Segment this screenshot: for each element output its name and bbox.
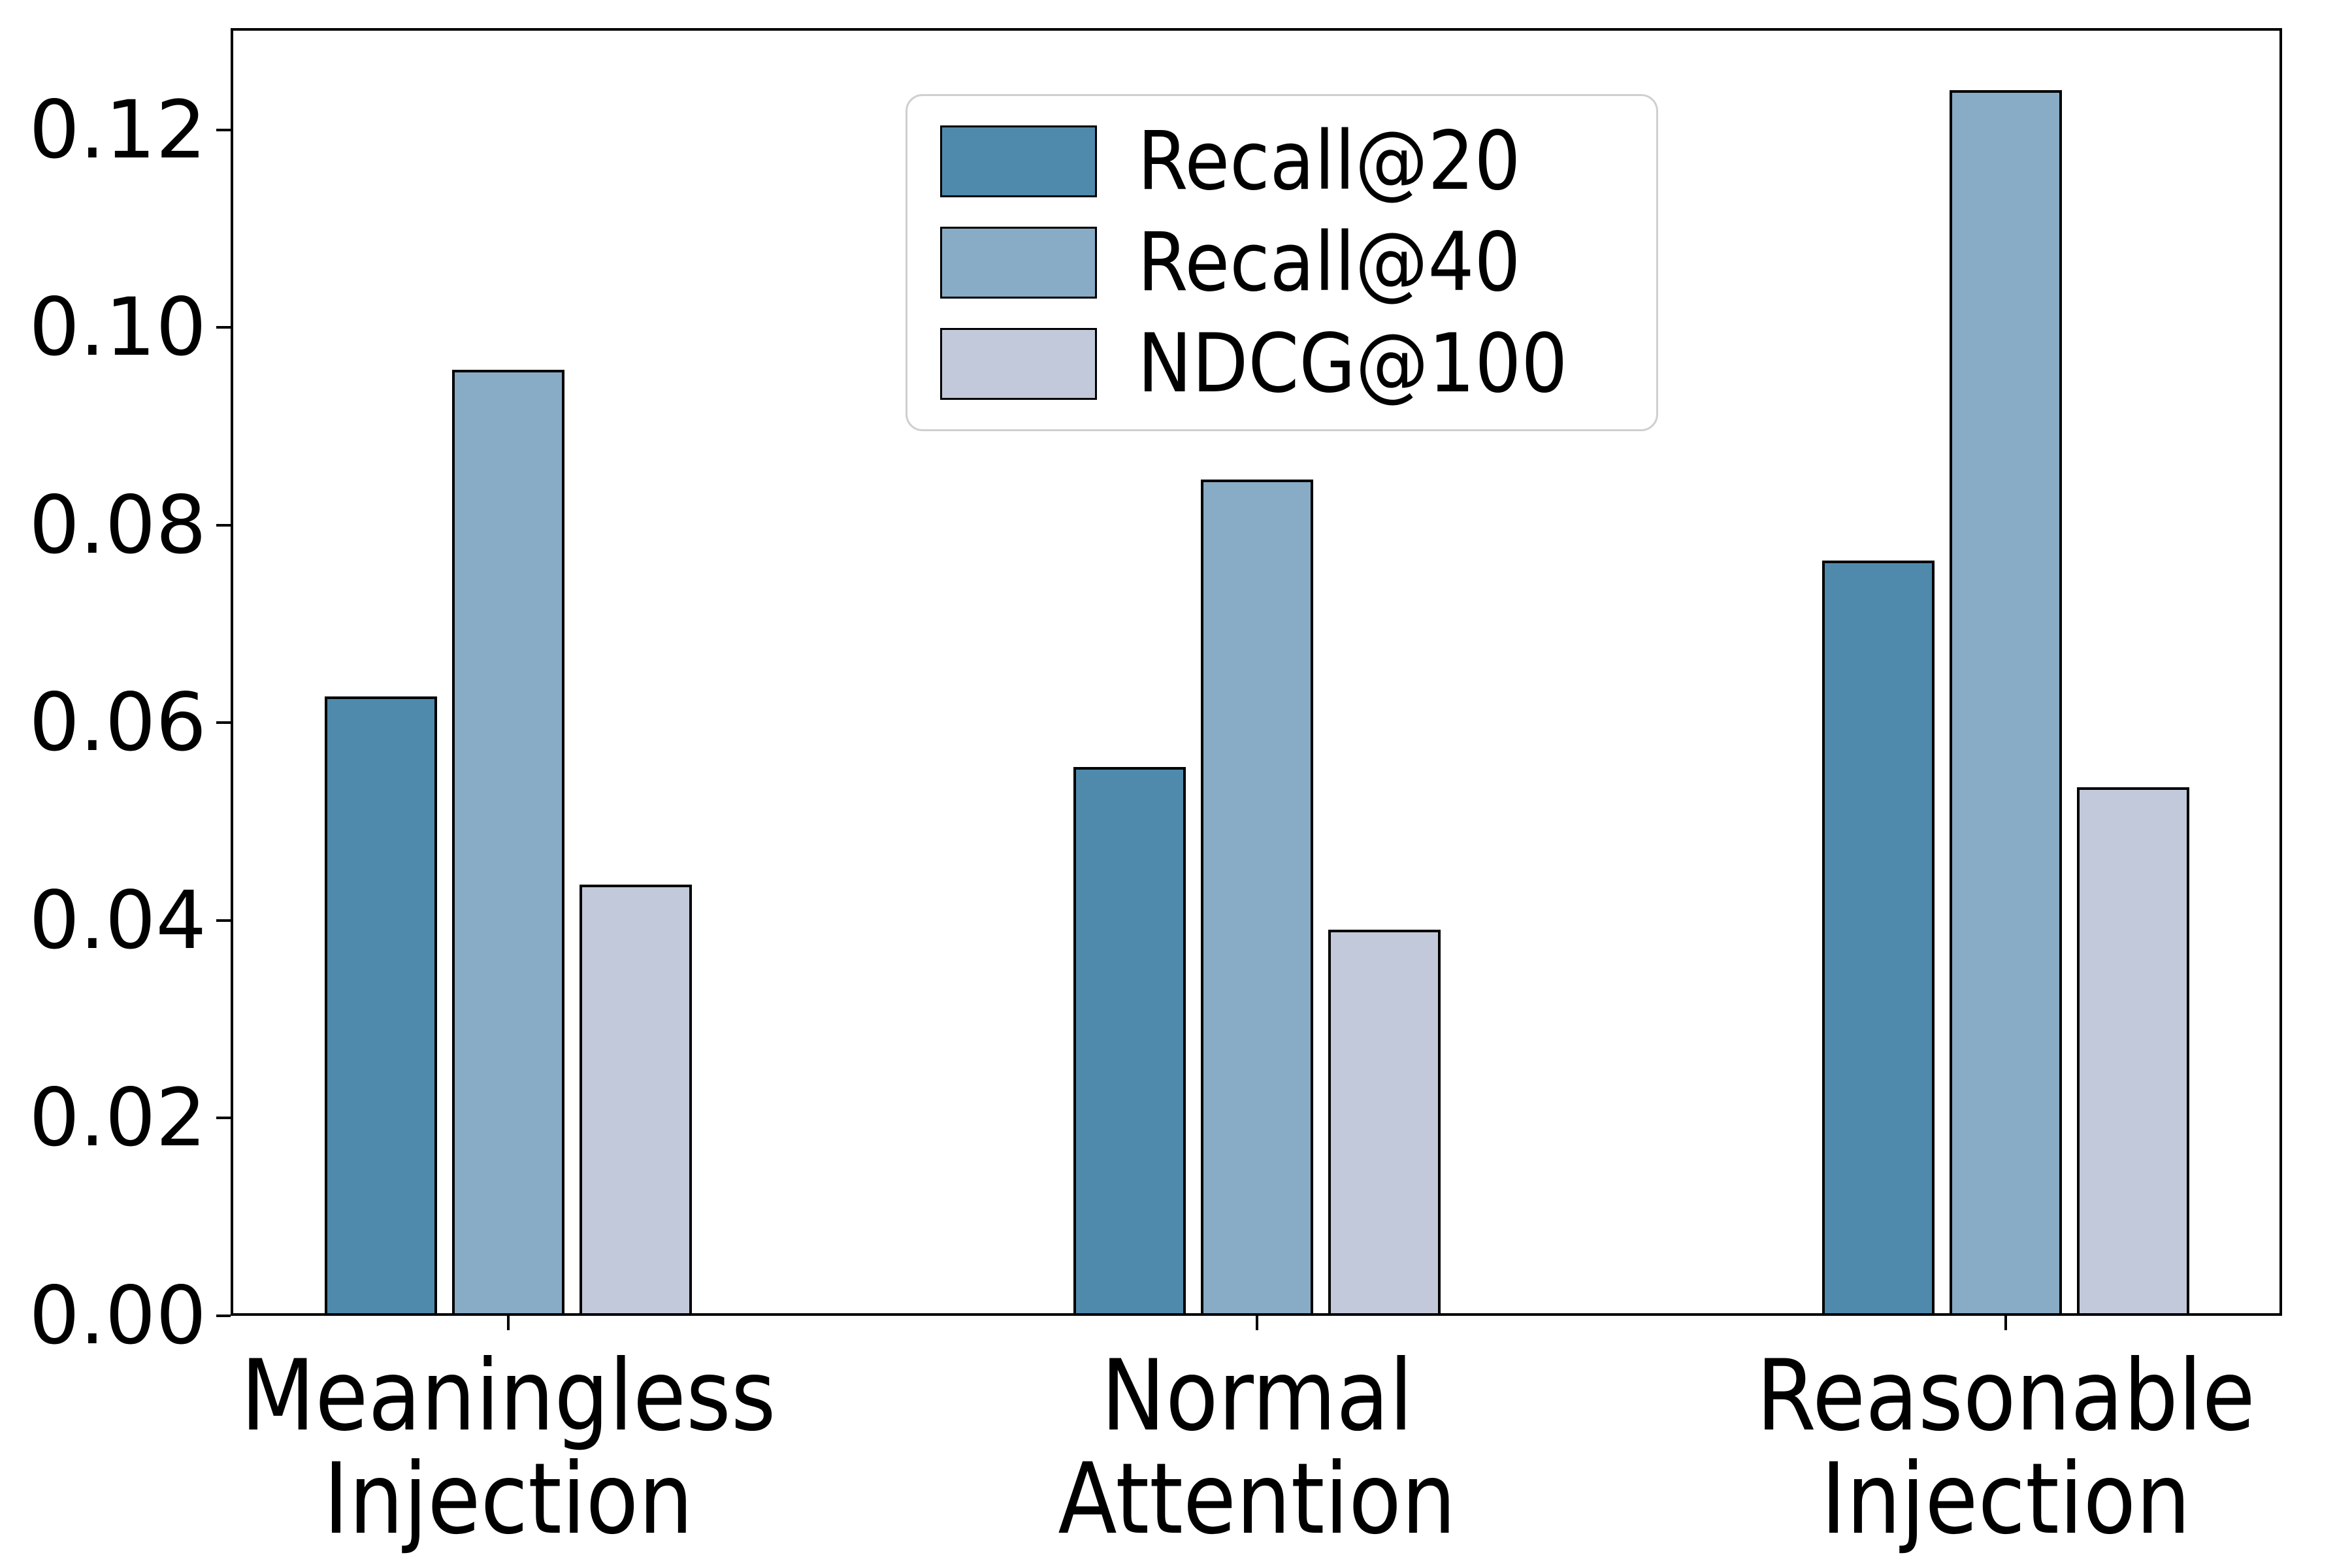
- legend-entry-recall40: Recall@40: [940, 220, 1624, 305]
- bar-recall20-group2: [1821, 561, 1935, 1316]
- bar-ndcg100-group1: [1328, 929, 1441, 1316]
- y-tick-mark: [216, 721, 231, 725]
- y-tick-mark: [216, 1117, 231, 1120]
- legend: Recall@20 Recall@40 NDCG@100: [906, 94, 1658, 431]
- y-tick-label: 0.04: [29, 874, 206, 967]
- x-tick-label-reasonable-injection: Reasonable Injection: [1548, 1345, 2352, 1551]
- y-tick-mark: [216, 523, 231, 527]
- x-tick-label-meaningless-injection: Meaningless Injection: [51, 1345, 966, 1551]
- y-tick-mark: [216, 128, 231, 131]
- x-tick-label-line: Reasonable: [1756, 1339, 2255, 1453]
- y-tick-label: 0.12: [29, 83, 206, 176]
- bar-ndcg100-group0: [579, 885, 692, 1316]
- bar-recall40-group1: [1200, 480, 1313, 1316]
- y-tick-label: 0.02: [29, 1071, 206, 1165]
- x-tick-label-line: Normal: [1100, 1339, 1413, 1453]
- x-tick-label-line: Meaningless: [240, 1339, 776, 1453]
- y-tick-mark: [216, 326, 231, 329]
- legend-swatch-ndcg100: [940, 328, 1097, 400]
- x-tick-mark: [1255, 1316, 1258, 1330]
- y-tick-mark: [216, 919, 231, 922]
- legend-label-recall40: Recall@40: [1137, 216, 1521, 310]
- x-tick-label-line: Injection: [323, 1443, 693, 1556]
- y-tick-label: 0.06: [29, 676, 206, 770]
- bar-recall20-group0: [324, 696, 437, 1316]
- legend-entry-ndcg100: NDCG@100: [940, 321, 1624, 406]
- y-tick-mark: [216, 1315, 231, 1317]
- x-tick-label-line: Injection: [1820, 1443, 2191, 1556]
- y-tick-label: 0.00: [29, 1269, 206, 1362]
- bar-recall20-group1: [1073, 767, 1186, 1316]
- legend-label-recall20: Recall@20: [1137, 114, 1521, 208]
- x-tick-label-normal-attention: Normal Attention: [800, 1345, 1714, 1551]
- x-tick-mark: [2004, 1316, 2007, 1330]
- legend-swatch-recall20: [940, 125, 1097, 197]
- bar-recall40-group2: [1949, 90, 2062, 1316]
- legend-entry-recall20: Recall@20: [940, 119, 1624, 204]
- x-tick-mark: [506, 1316, 510, 1330]
- bar-ndcg100-group2: [2076, 787, 2189, 1316]
- x-tick-label-line: Attention: [1058, 1443, 1456, 1556]
- legend-swatch-recall40: [940, 227, 1097, 299]
- y-tick-label: 0.10: [29, 281, 206, 374]
- legend-label-ndcg100: NDCG@100: [1137, 317, 1568, 411]
- bar-recall40-group0: [451, 370, 564, 1316]
- y-tick-label: 0.08: [29, 478, 206, 572]
